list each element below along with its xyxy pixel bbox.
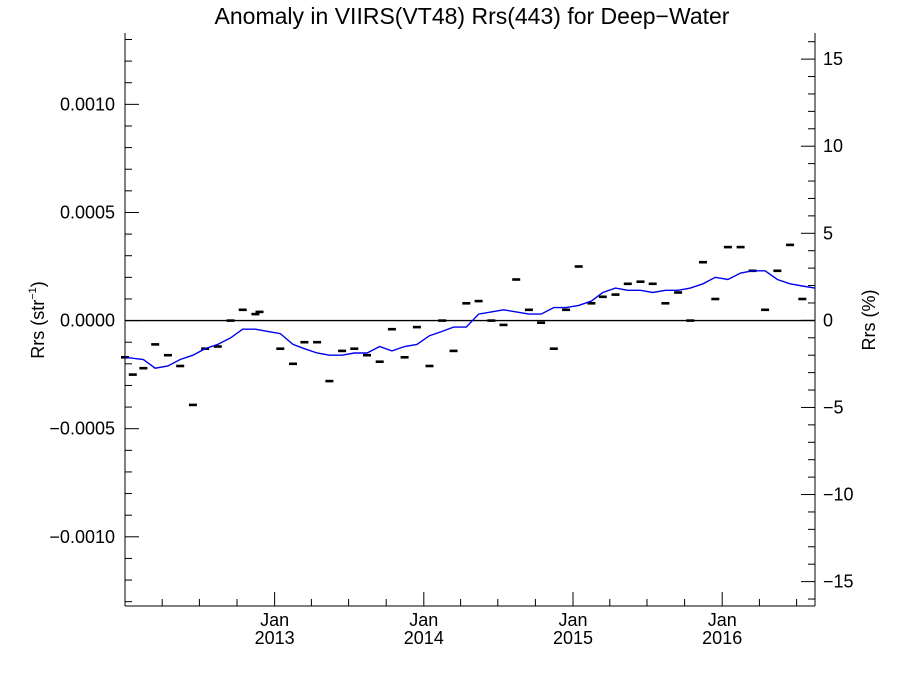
anomaly-point <box>524 308 533 312</box>
chart-title: Anomaly in VIIRS(VT48) Rrs(443) for Deep… <box>215 3 730 29</box>
y-left-tick-label: 0.0010 <box>60 94 115 114</box>
anomaly-point <box>562 308 571 312</box>
anomaly-point <box>176 364 185 368</box>
anomaly-point <box>598 295 607 299</box>
anomaly-point <box>139 366 148 370</box>
y-right-tick-label: −10 <box>823 485 854 505</box>
anomaly-point <box>549 347 558 350</box>
anomaly-point <box>449 349 458 353</box>
y-right-tick-label: 0 <box>823 310 833 330</box>
y-axis-left-label-superscript: −1 <box>27 287 39 300</box>
anomaly-point <box>387 327 396 331</box>
anomaly-point <box>375 360 384 363</box>
y-right-tick-label: −5 <box>823 397 844 417</box>
y-left-tick-label: −0.0010 <box>49 527 115 547</box>
anomaly-point <box>363 353 371 357</box>
y-left-tick-label: 0.0000 <box>60 311 115 331</box>
anomaly-point <box>151 343 160 346</box>
anomaly-point <box>412 325 421 329</box>
anomaly-point <box>213 345 222 348</box>
anomaly-point <box>313 340 322 344</box>
x-tick-month-label: Jan <box>708 610 737 630</box>
anomaly-point <box>686 319 695 322</box>
axes-layer: 0.0010 0.0005 0.0000 −0.0005 −0.0010 15 10 5 0 −5… <box>49 33 854 648</box>
anomaly-point <box>276 347 285 350</box>
anomaly-point <box>255 310 264 314</box>
anomaly-point <box>300 340 309 344</box>
x-tick-month-label: Jan <box>558 610 587 630</box>
anomaly-point <box>251 312 260 316</box>
anomaly-point <box>587 302 596 305</box>
anomaly-point <box>226 319 235 322</box>
y-axis-right-label: Rrs (%) <box>859 290 879 351</box>
anomaly-point <box>761 308 770 312</box>
anomaly-point <box>350 347 359 350</box>
anomaly-point <box>487 319 496 322</box>
x-tick-year-label: 2015 <box>553 628 593 648</box>
anomaly-point <box>699 260 707 264</box>
y-left-tick-label: −0.0005 <box>49 419 115 439</box>
anomaly-point <box>537 321 546 324</box>
anomaly-point <box>711 297 720 301</box>
y-axis-left-label-text: Rrs (str <box>28 300 48 359</box>
y-axis-left-label: Rrs (str−1) <box>27 281 48 359</box>
anomaly-point <box>623 282 632 286</box>
x-tick-year-label: 2013 <box>255 628 295 648</box>
anomaly-point <box>773 269 782 273</box>
anomaly-point <box>163 353 172 357</box>
anomaly-point <box>338 349 347 353</box>
anomaly-point <box>736 245 745 249</box>
anomaly-point <box>574 265 583 268</box>
anomaly-point <box>674 291 683 294</box>
x-tick-year-label: 2014 <box>404 628 444 648</box>
anomaly-point <box>438 319 447 322</box>
anomaly-point <box>611 293 620 296</box>
anomaly-point <box>798 297 807 301</box>
y-axis-left-label-close: ) <box>28 281 48 287</box>
anomaly-point <box>128 373 137 376</box>
y-right-tick-label: 15 <box>823 49 843 69</box>
anomaly-point <box>289 362 297 366</box>
anomaly-point <box>188 403 197 407</box>
anomaly-point <box>462 302 471 305</box>
data-layer <box>121 243 816 407</box>
y-right-tick-label: 5 <box>823 223 833 243</box>
x-tick-month-label: Jan <box>260 610 289 630</box>
anomaly-point <box>786 243 795 247</box>
y-right-tick-label: −15 <box>823 572 854 592</box>
anomaly-point <box>400 356 409 359</box>
anomaly-point <box>512 278 521 281</box>
x-tick-year-label: 2016 <box>702 628 742 648</box>
anomaly-point <box>499 323 508 327</box>
x-tick-month-label: Jan <box>409 610 438 630</box>
anomaly-point <box>238 308 247 312</box>
anomaly-point <box>325 379 334 383</box>
anomaly-point <box>723 245 732 249</box>
anomaly-point <box>661 302 670 305</box>
anomaly-point <box>648 282 657 286</box>
y-left-tick-label: 0.0005 <box>60 202 115 222</box>
smoothed-anomaly-line <box>124 270 816 369</box>
y-right-tick-label: 10 <box>823 136 843 156</box>
anomaly-point <box>474 299 483 303</box>
anomaly-point <box>425 364 434 368</box>
anomaly-point <box>636 280 645 283</box>
